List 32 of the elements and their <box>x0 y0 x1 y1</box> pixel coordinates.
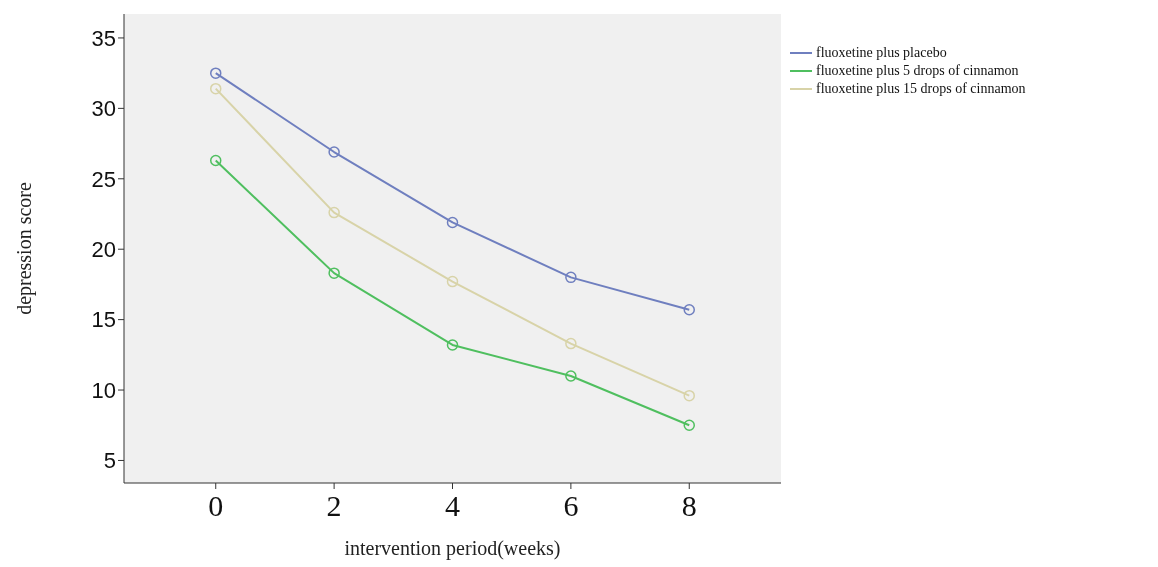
point <box>565 337 577 350</box>
y-tick-label: 30 <box>91 96 116 122</box>
point <box>209 82 222 95</box>
y-tick-label: 35 <box>91 25 116 51</box>
point <box>209 154 222 167</box>
x-tick-label: 6 <box>563 489 579 523</box>
y-tick-label: 5 <box>103 448 116 474</box>
point <box>328 206 340 219</box>
legend-label: fluoxetine plus placebo <box>816 44 947 62</box>
y-tick-label: 25 <box>91 166 116 192</box>
x-tick-label: 2 <box>326 489 342 523</box>
x-tick-label: 0 <box>208 489 224 523</box>
x-axis-title: intervention period(weeks) <box>344 537 561 560</box>
point <box>683 304 696 316</box>
y-tick-label: 15 <box>91 307 116 333</box>
x-tick-label: 4 <box>445 489 460 523</box>
x-tick-label: 8 <box>681 489 697 523</box>
point <box>446 275 459 288</box>
y-tick-label: 20 <box>91 237 116 263</box>
y-axis-title: depression score <box>13 182 37 315</box>
point <box>683 389 696 402</box>
point <box>209 67 222 79</box>
legend-label: fluoxetine plus 15 drops of cinnamon <box>816 80 1026 98</box>
point <box>446 216 459 229</box>
point <box>446 339 459 351</box>
point <box>328 267 340 279</box>
legend-label: fluoxetine plus 5 drops of cinnamon <box>816 62 1019 80</box>
y-tick-label: 10 <box>91 377 116 403</box>
point <box>328 146 340 158</box>
point <box>683 419 696 432</box>
point <box>565 271 577 284</box>
point <box>565 370 577 382</box>
